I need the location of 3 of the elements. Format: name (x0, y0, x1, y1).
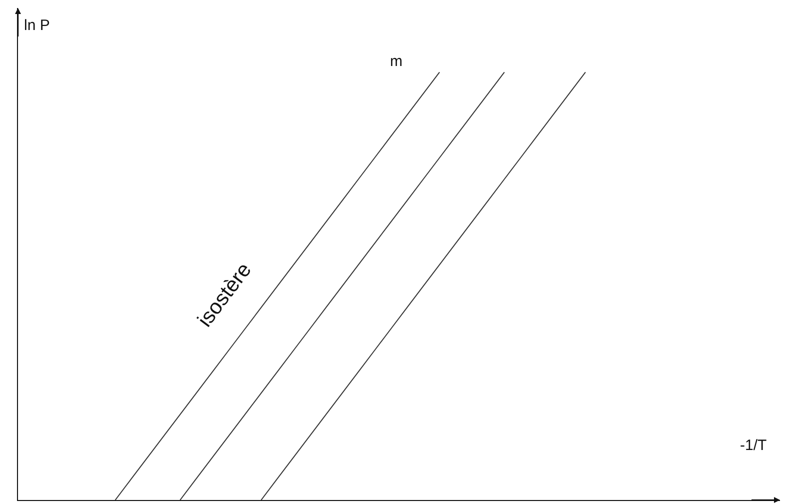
y-axis-title: ln P (24, 17, 50, 34)
text: m (390, 53, 402, 70)
x-axis-title: -1/T (740, 437, 767, 454)
